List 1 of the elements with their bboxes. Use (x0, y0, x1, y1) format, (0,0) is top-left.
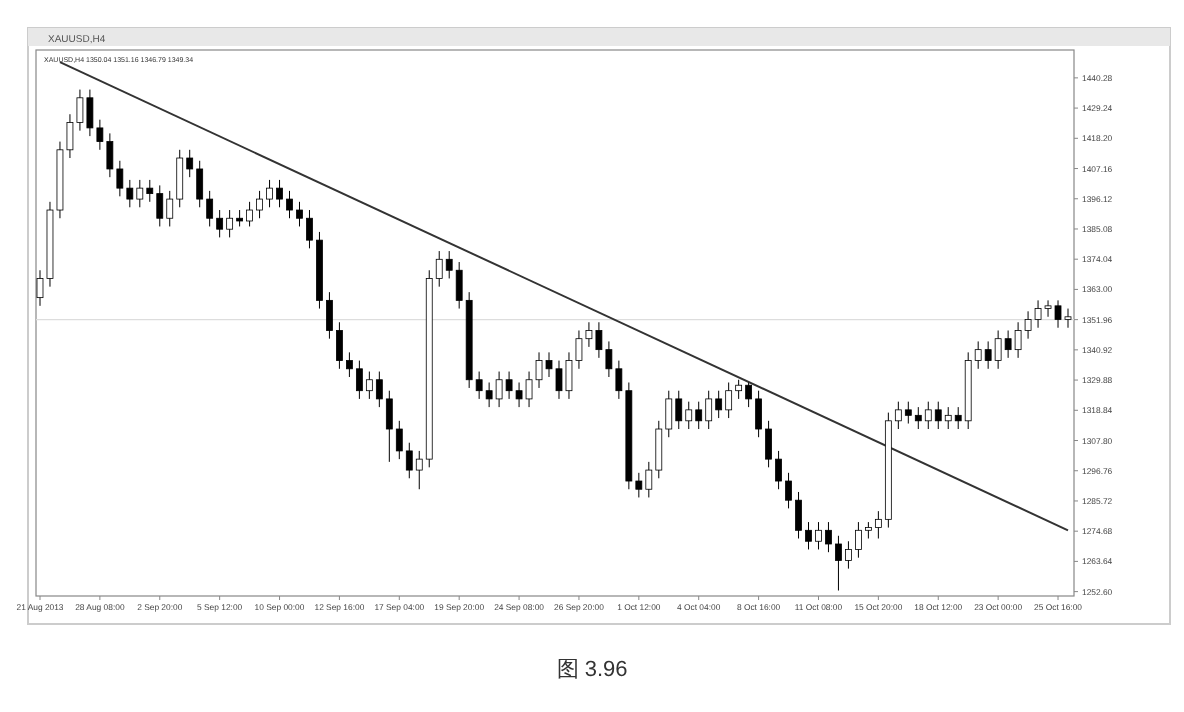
caption: 图 3.96 (556, 658, 628, 682)
